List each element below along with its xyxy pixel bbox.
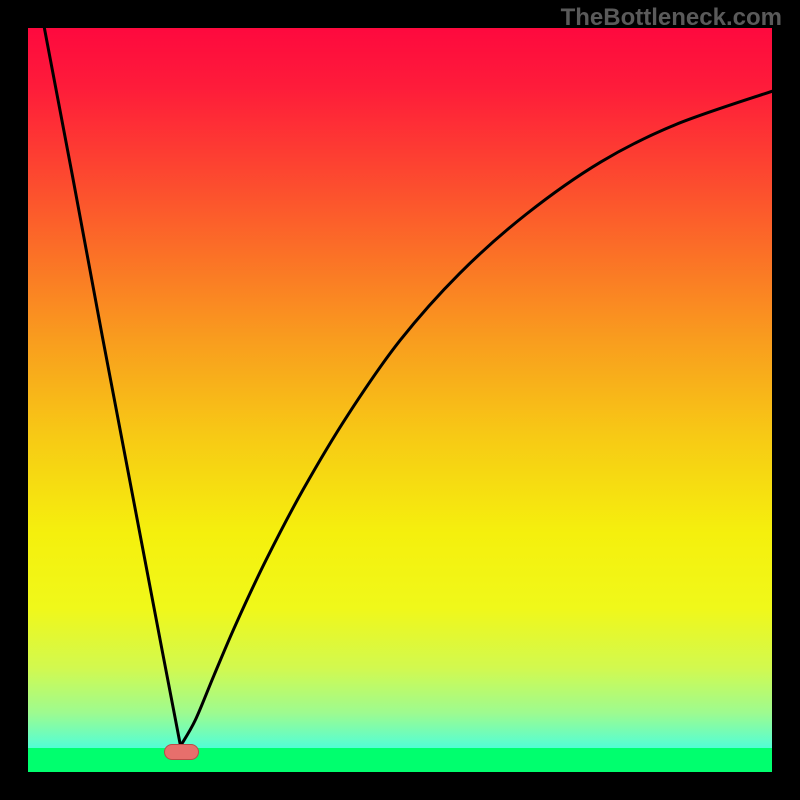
chart-container: TheBottleneck.com [0,0,800,800]
watermark-text: TheBottleneck.com [561,4,782,32]
bottleneck-curve [28,28,772,772]
plot-area [28,28,772,772]
optimum-marker [164,744,199,759]
